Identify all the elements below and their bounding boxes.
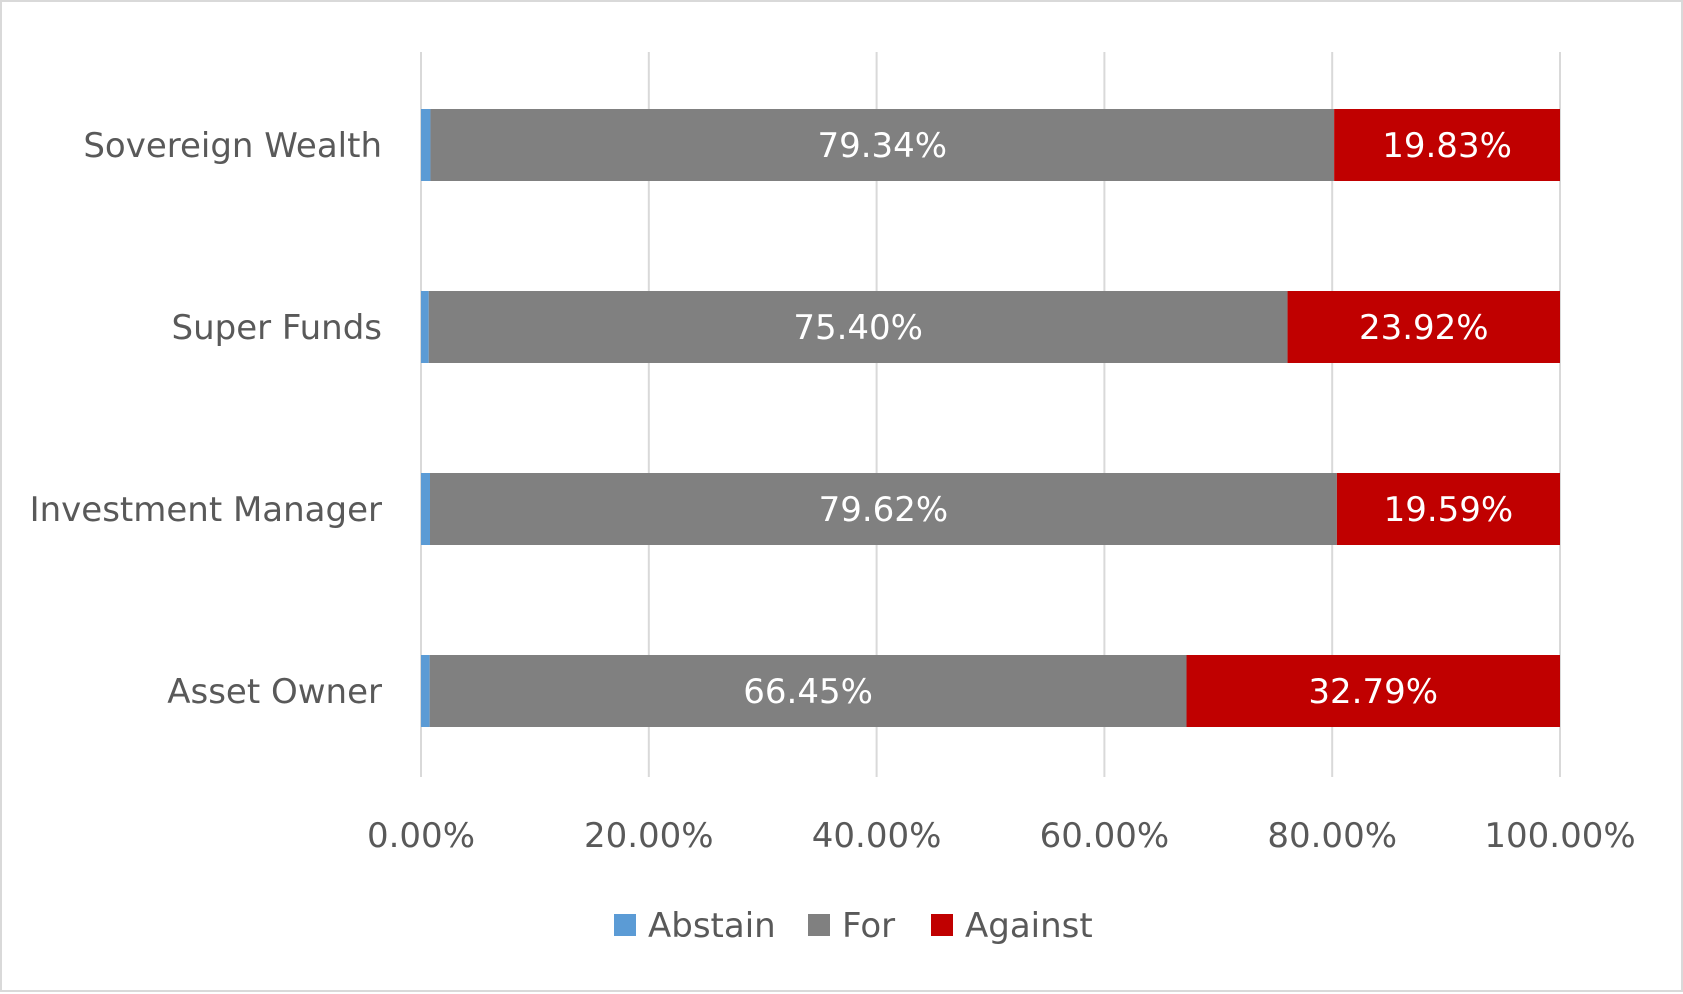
x-tick-label-2: 40.00%: [812, 816, 942, 856]
data-label-super-funds-against: 23.92%: [1359, 308, 1489, 348]
legend-label-abstain: Abstain: [648, 906, 776, 946]
x-tick-label-5: 100.00%: [1484, 816, 1635, 856]
data-label-asset-owner-for: 66.45%: [743, 672, 873, 712]
category-labels: Sovereign Wealth Super Funds Investment Ma…: [30, 126, 382, 712]
bars: 79.34% 19.83% 75.40% 23.92% 79.62% 19.59% 66.4…: [421, 109, 1560, 727]
x-tick-label-4: 80.00%: [1267, 816, 1397, 856]
data-label-investment-manager-for: 79.62%: [819, 490, 949, 530]
bar-super-funds-against: [1287, 291, 1560, 363]
legend-swatch-against: [931, 914, 953, 936]
bar-super-funds-abstain: [421, 291, 429, 363]
data-label-super-funds-for: 75.40%: [793, 308, 923, 348]
bar-asset-owner-for: [429, 655, 1187, 727]
x-tick-label-1: 20.00%: [584, 816, 714, 856]
bar-sovereign-wealth-abstain: [421, 109, 431, 181]
legend-swatch-for: [808, 914, 830, 936]
x-tick-label-3: 60.00%: [1040, 816, 1170, 856]
bar-investment-manager-against: [1336, 473, 1560, 545]
category-label-sovereign-wealth: Sovereign Wealth: [83, 126, 382, 166]
data-label-sovereign-wealth-against: 19.83%: [1382, 126, 1512, 166]
bar-sovereign-wealth-for: [430, 109, 1335, 181]
legend: Abstain For Against: [614, 906, 1093, 946]
x-tick-label-0: 0.00%: [367, 816, 475, 856]
legend-swatch-abstain: [614, 914, 636, 936]
data-label-investment-manager-against: 19.59%: [1384, 490, 1514, 530]
data-label-asset-owner-against: 32.79%: [1308, 672, 1438, 712]
bar-super-funds-for: [428, 291, 1288, 363]
legend-label-for: For: [842, 906, 895, 946]
category-label-asset-owner: Asset Owner: [167, 672, 382, 712]
bar-investment-manager-abstain: [421, 473, 430, 545]
category-label-super-funds: Super Funds: [171, 308, 382, 348]
data-label-sovereign-wealth-for: 79.34%: [817, 126, 947, 166]
x-axis-tick-labels: 0.00% 20.00% 40.00% 60.00% 80.00% 100.00%: [367, 816, 1636, 856]
bar-sovereign-wealth-against: [1334, 109, 1560, 181]
legend-label-against: Against: [965, 906, 1093, 946]
bar-investment-manager-for: [429, 473, 1337, 545]
bar-asset-owner-against: [1186, 655, 1560, 727]
bar-asset-owner-abstain: [421, 655, 430, 727]
category-label-investment-manager: Investment Manager: [30, 490, 382, 530]
